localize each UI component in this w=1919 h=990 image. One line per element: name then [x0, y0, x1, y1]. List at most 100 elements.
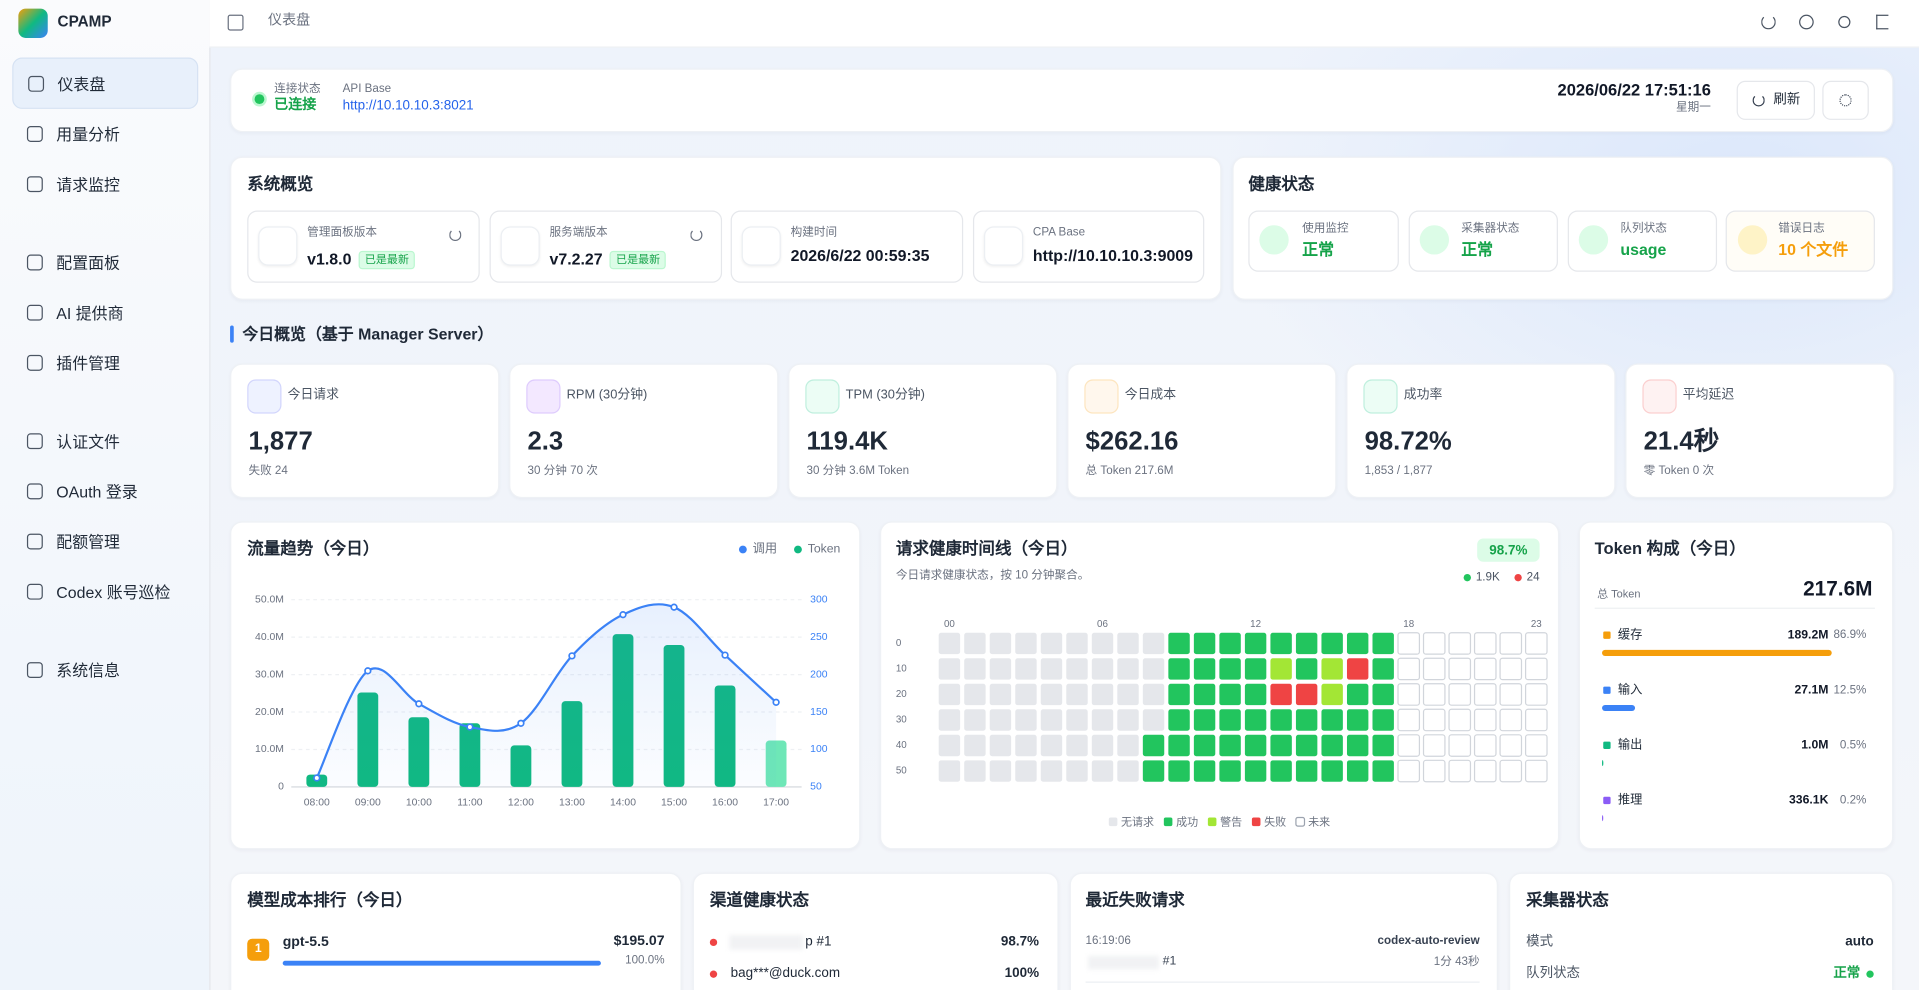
cell	[1270, 632, 1292, 655]
cell	[1015, 760, 1037, 782]
recheck-icon[interactable]	[690, 228, 703, 242]
cell	[1499, 734, 1523, 757]
count-dot	[1514, 573, 1522, 582]
line-point	[415, 700, 423, 708]
legend-label: 失败	[1264, 814, 1286, 828]
line-area	[316, 604, 777, 787]
nav-label: AI 提供商	[56, 304, 124, 323]
line-point	[619, 610, 627, 619]
cell	[989, 658, 1012, 680]
nav-item[interactable]: 系统信息	[12, 645, 196, 694]
cell	[1040, 632, 1063, 655]
cell	[1499, 632, 1523, 655]
failure-duration: 1分 43秒	[1433, 954, 1480, 969]
line-point	[568, 652, 576, 660]
cell	[1015, 734, 1037, 757]
x-tick-label: 11:00	[457, 798, 482, 809]
theme-icon[interactable]	[1838, 15, 1851, 29]
cell	[989, 709, 1012, 731]
amount: 1.0M	[1801, 738, 1828, 752]
nav-item[interactable]: 用量分析	[12, 109, 196, 158]
legend-label: 无请求	[1121, 815, 1154, 828]
cell	[989, 734, 1012, 757]
cell	[1270, 709, 1292, 731]
nav-item[interactable]: 仪表盘	[12, 57, 199, 109]
datetime: 2026/06/22 17:51:16	[1557, 80, 1711, 100]
stat-value: 21.4秒	[1643, 427, 1720, 456]
legend-dot	[738, 545, 747, 554]
nav-item[interactable]: 插件管理	[12, 338, 196, 387]
collector-card	[1509, 872, 1894, 990]
recheck-icon[interactable]	[449, 228, 462, 242]
failure-model: codex-auto-review	[1377, 934, 1480, 948]
sidebar	[0, 0, 211, 990]
cell	[1040, 760, 1063, 782]
cell	[1397, 708, 1421, 732]
settings-button[interactable]	[1822, 80, 1869, 120]
nav-item[interactable]: AI 提供商	[12, 288, 196, 337]
stat-icon	[1363, 379, 1398, 414]
y2-tick-label: 200	[810, 669, 828, 680]
chart-title: 流量趋势（今日）	[247, 538, 379, 558]
y-tick-label: 0	[278, 782, 284, 793]
x-tick-label: 13:00	[559, 798, 585, 809]
overview-title: 系统概览	[247, 174, 314, 194]
api-url[interactable]: http://10.10.10.3:8021	[342, 98, 474, 114]
cell	[1066, 683, 1088, 706]
legend-label: 成功	[1176, 815, 1198, 828]
cell	[964, 632, 986, 655]
nav-item[interactable]: 配置面板	[12, 237, 196, 286]
y-tick-label: 10	[896, 664, 907, 675]
bar	[1602, 760, 1604, 767]
status: 已连接	[274, 98, 317, 113]
cell	[1193, 658, 1216, 680]
y2-tick-label: 50	[810, 782, 822, 793]
failure-time: 16:19:06	[1085, 934, 1131, 948]
cell	[1295, 632, 1318, 655]
cell	[1346, 760, 1369, 782]
cell	[1524, 759, 1548, 783]
cell	[1448, 683, 1472, 706]
model-cost: $195.07	[613, 933, 665, 949]
refresh-button[interactable]: 刷新	[1736, 80, 1815, 120]
cell	[1346, 683, 1369, 706]
legend-swatch	[1108, 817, 1118, 827]
value-label: 12.5%	[1833, 683, 1866, 696]
cell	[1142, 734, 1165, 757]
cell	[938, 658, 961, 680]
nav-item[interactable]: 请求监控	[12, 159, 196, 208]
cell	[1499, 657, 1523, 681]
info-label: 管理面板版本	[307, 225, 377, 240]
stat-sub: 30 分钟 70 次	[527, 464, 598, 478]
sidebar-toggle[interactable]	[227, 14, 244, 31]
reload-icon[interactable]	[1761, 14, 1776, 30]
nav-item[interactable]: Codex 账号巡检	[12, 567, 196, 616]
nav-label: 请求监控	[56, 175, 120, 194]
nav-item[interactable]: OAuth 登录	[12, 466, 196, 515]
category-label: 输入	[1618, 681, 1642, 696]
cell	[1091, 658, 1114, 680]
traffic-chart: 流量趋势（今日） 0 10.0M 20.0M 30.0M 40.0M 50.0M 50 100 1…	[247, 538, 840, 809]
swatch	[1603, 796, 1611, 805]
cell	[1295, 734, 1318, 757]
legend-swatch	[1295, 816, 1306, 827]
y-tick-label: 40.0M	[255, 632, 284, 643]
cell	[1091, 632, 1114, 655]
divider	[1085, 981, 1480, 983]
cell	[1372, 632, 1394, 655]
language-icon[interactable]	[1799, 14, 1814, 30]
cell	[1270, 683, 1292, 706]
stat-label: TPM (30分钟)	[845, 387, 925, 403]
cell	[1473, 683, 1497, 706]
chart-title: 请求健康时间线（今日）	[896, 538, 1078, 558]
failure-name: #1	[1162, 954, 1177, 969]
cell	[1066, 734, 1088, 757]
logout-icon[interactable]	[1876, 14, 1889, 30]
line-point	[364, 667, 372, 675]
cell	[1117, 709, 1139, 731]
channel-name: p #1	[805, 934, 832, 949]
nav-item[interactable]: 配额管理	[12, 516, 196, 565]
cell	[1219, 658, 1241, 680]
nav-item[interactable]: 认证文件	[12, 416, 196, 465]
